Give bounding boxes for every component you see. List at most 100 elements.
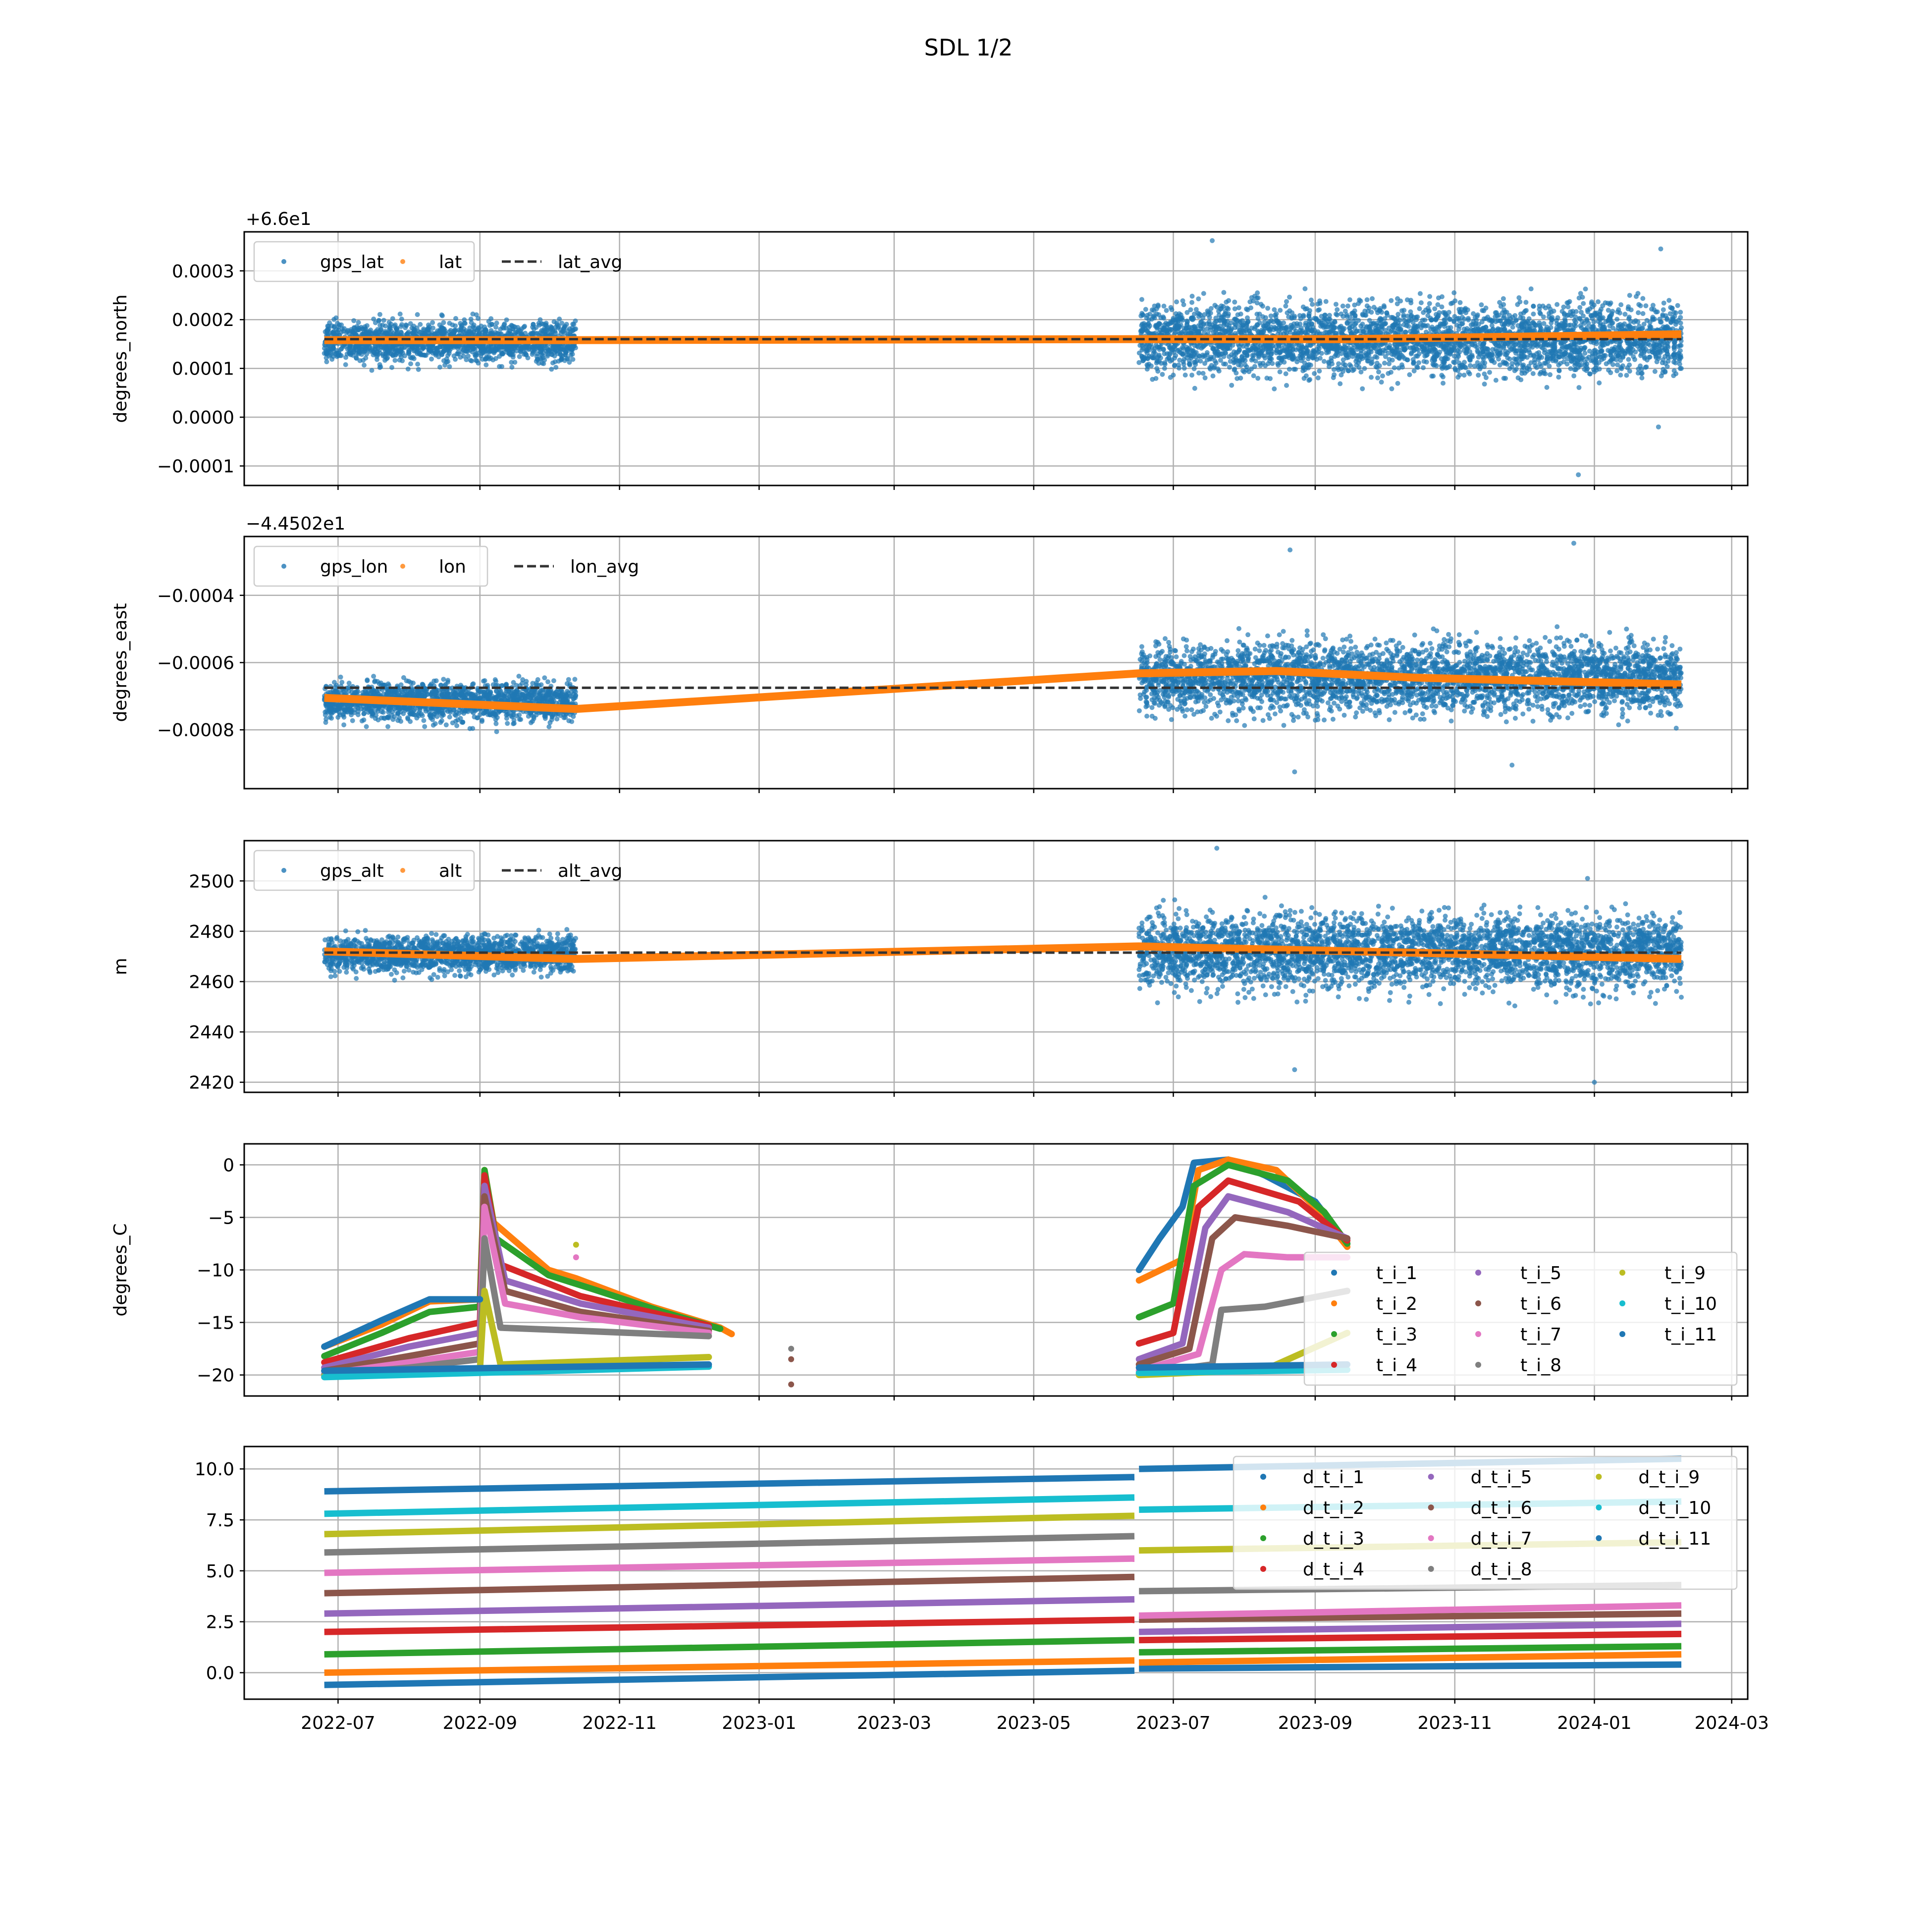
- scatter-point: [1451, 345, 1457, 350]
- scatter-point: [470, 343, 475, 348]
- scatter-point: [1162, 351, 1167, 357]
- scatter-point: [1551, 309, 1556, 314]
- scatter-point: [1189, 293, 1195, 299]
- scatter-point: [1345, 303, 1350, 309]
- scatter-point: [1556, 326, 1561, 332]
- scatter-point: [1528, 286, 1534, 292]
- scatter-point: [1594, 355, 1599, 361]
- scatter-point: [539, 343, 544, 348]
- scatter-point: [1640, 296, 1646, 301]
- scatter-point: [1156, 345, 1162, 350]
- scatter-point: [1581, 321, 1587, 326]
- scatter-point: [1633, 318, 1638, 323]
- scatter-point: [1626, 315, 1632, 320]
- scatter-point: [1408, 298, 1413, 303]
- scatter-point: [1236, 305, 1241, 311]
- scatter-point: [1221, 304, 1226, 309]
- scatter-point: [418, 322, 423, 327]
- scatter-point: [530, 345, 535, 350]
- scatter-point: [1252, 326, 1257, 331]
- scatter-point: [1472, 315, 1478, 320]
- scatter-point: [1321, 359, 1327, 364]
- scatter-point: [1221, 314, 1227, 320]
- scatter-point: [1314, 347, 1319, 352]
- scatter-point: [1273, 315, 1279, 320]
- scatter-point: [1151, 313, 1157, 319]
- scatter-point: [1302, 286, 1308, 291]
- scatter-point: [1139, 297, 1144, 302]
- scatter-point: [1184, 310, 1190, 315]
- scatter-point: [1531, 304, 1536, 309]
- scatter-point: [1618, 302, 1624, 308]
- scatter-point: [1481, 308, 1487, 314]
- scatter-point: [1627, 362, 1632, 368]
- scatter-point: [427, 347, 432, 352]
- scatter-point: [405, 366, 411, 372]
- scatter-point: [1337, 324, 1342, 330]
- scatter-point: [369, 368, 375, 373]
- scatter-point: [1669, 306, 1675, 311]
- scatter-point: [1598, 323, 1603, 328]
- scatter-point: [1185, 319, 1190, 324]
- scatter-point: [1202, 312, 1207, 317]
- scatter-point: [565, 328, 571, 333]
- scatter-point: [1671, 344, 1677, 350]
- scatter-point: [1424, 359, 1429, 365]
- scatter-point: [1386, 371, 1391, 376]
- scatter-point: [1235, 312, 1240, 318]
- scatter-point: [1214, 319, 1219, 324]
- scatter-point: [1513, 318, 1519, 323]
- scatter-point: [1594, 341, 1599, 346]
- scatter-point: [1161, 303, 1167, 309]
- scatter-point: [1336, 361, 1342, 367]
- scatter-point: [1382, 361, 1387, 366]
- scatter-point: [1352, 308, 1357, 314]
- scatter-point: [458, 355, 463, 360]
- scatter-point: [1265, 350, 1271, 355]
- scatter-point: [1381, 303, 1387, 309]
- scatter-point: [1308, 297, 1314, 303]
- scatter-point: [1541, 321, 1547, 326]
- scatter-point: [555, 325, 561, 330]
- scatter-point: [423, 344, 428, 350]
- scatter-point: [1191, 360, 1197, 365]
- scatter-point: [1306, 354, 1312, 359]
- scatter-point: [1196, 296, 1201, 302]
- scatter-point: [1298, 330, 1303, 336]
- scatter-point: [1504, 362, 1510, 367]
- scatter-point: [1153, 323, 1158, 329]
- scatter-point: [1565, 300, 1571, 305]
- scatter-point: [475, 327, 481, 332]
- scatter-point: [347, 343, 352, 348]
- scatter-point: [1401, 322, 1407, 327]
- scatter-point: [1435, 302, 1441, 307]
- scatter-point: [415, 312, 420, 317]
- scatter-point: [557, 345, 562, 351]
- scatter-point: [473, 358, 479, 363]
- scatter-point: [1447, 364, 1452, 369]
- scatter-point: [1606, 308, 1611, 313]
- scatter-point: [530, 350, 536, 355]
- scatter-point: [363, 355, 369, 361]
- scatter-point: [1677, 366, 1683, 371]
- scatter-point: [1369, 375, 1374, 380]
- scatter-point: [1468, 363, 1473, 368]
- scatter-point: [1201, 291, 1206, 296]
- scatter-point: [1223, 351, 1229, 356]
- scatter-point: [1190, 317, 1195, 322]
- scatter-point: [1497, 300, 1503, 305]
- scatter-point: [536, 361, 541, 366]
- scatter-point: [1287, 294, 1292, 300]
- scatter-point: [1258, 302, 1264, 307]
- scatter-point: [1483, 346, 1489, 351]
- scatter-point: [1538, 364, 1544, 369]
- scatter-point: [1229, 382, 1234, 388]
- scatter-point: [494, 321, 499, 326]
- scatter-point: [1501, 296, 1506, 301]
- scatter-point: [1417, 306, 1422, 312]
- scatter-point: [1608, 350, 1613, 355]
- scatter-point: [1647, 355, 1652, 360]
- scatter-point: [1598, 345, 1603, 350]
- scatter-point: [1285, 346, 1290, 351]
- scatter-point: [507, 344, 512, 350]
